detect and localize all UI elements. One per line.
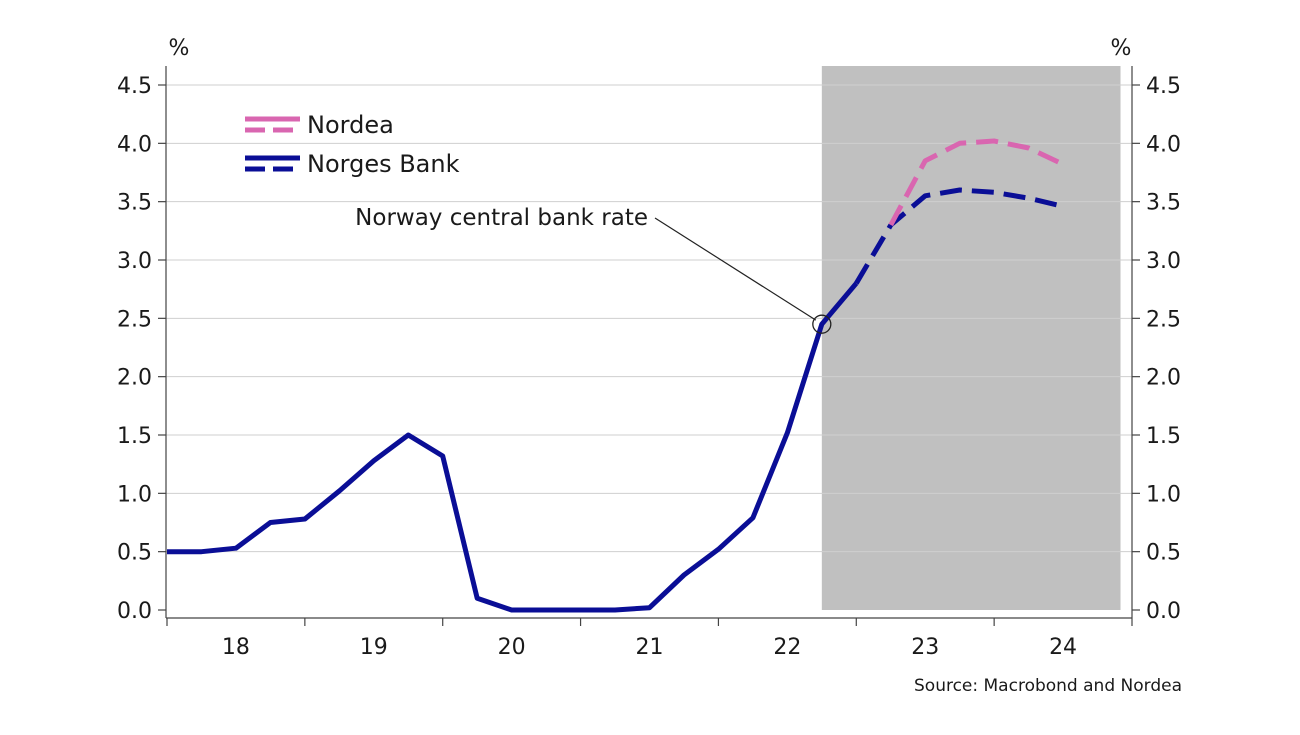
y-tick-label-right: 4.0 [1146,132,1181,157]
x-tick-label: 24 [1049,635,1077,660]
legend-label: Norges Bank [307,150,460,178]
y-tick-label-right: 4.5 [1146,74,1181,99]
x-tick-label: 22 [773,635,801,660]
legend-item-norges-bank: Norges Bank [245,150,460,178]
y-tick-label-right: 1.0 [1146,482,1181,507]
x-tick-label: 23 [911,635,939,660]
y-tick-label-left: 4.0 [117,132,152,157]
annotation-label: Norway central bank rate [355,205,648,231]
y-tick-label-left: 1.5 [117,424,152,449]
y-tick-label-left: 3.0 [117,249,152,274]
y-tick-label-right: 1.5 [1146,424,1181,449]
y-tick-label-left: 0.0 [117,599,152,624]
annotation-marker [812,314,832,334]
legend-label: Nordea [307,111,394,139]
y-tick-label-left: 2.0 [117,366,152,391]
y-tick-label-left: 2.5 [117,307,152,332]
y-tick-label-right: 0.0 [1146,599,1181,624]
source-note: Source: Macrobond and Nordea [914,676,1182,696]
y-tick-label-right: 2.5 [1146,307,1181,332]
annotation-leader [654,217,817,321]
legend-item-nordea: Nordea [245,111,394,139]
forecast-shading [821,66,1121,610]
y-tick-label-right: 3.5 [1146,191,1181,216]
y-tick-label-left: 0.5 [117,541,152,566]
y-tick-label-right: 0.5 [1146,541,1181,566]
y-tick-label-left: 1.0 [117,482,152,507]
series-line-norges-bank-solid [167,281,859,613]
y-tick-label-right: 3.0 [1146,249,1181,274]
y-unit-right: % [1111,36,1132,61]
x-tick-label: 19 [360,635,388,660]
y-tick-label-left: 4.5 [117,74,152,99]
y-tick-label-left: 3.5 [117,191,152,216]
y-tick-label-right: 2.0 [1146,366,1181,391]
y-unit-left: % [169,36,190,61]
x-tick-label: 20 [498,635,526,660]
x-tick-label: 18 [222,635,250,660]
x-tick-label: 21 [636,635,664,660]
series-line-nordea-dashed [888,138,1065,227]
